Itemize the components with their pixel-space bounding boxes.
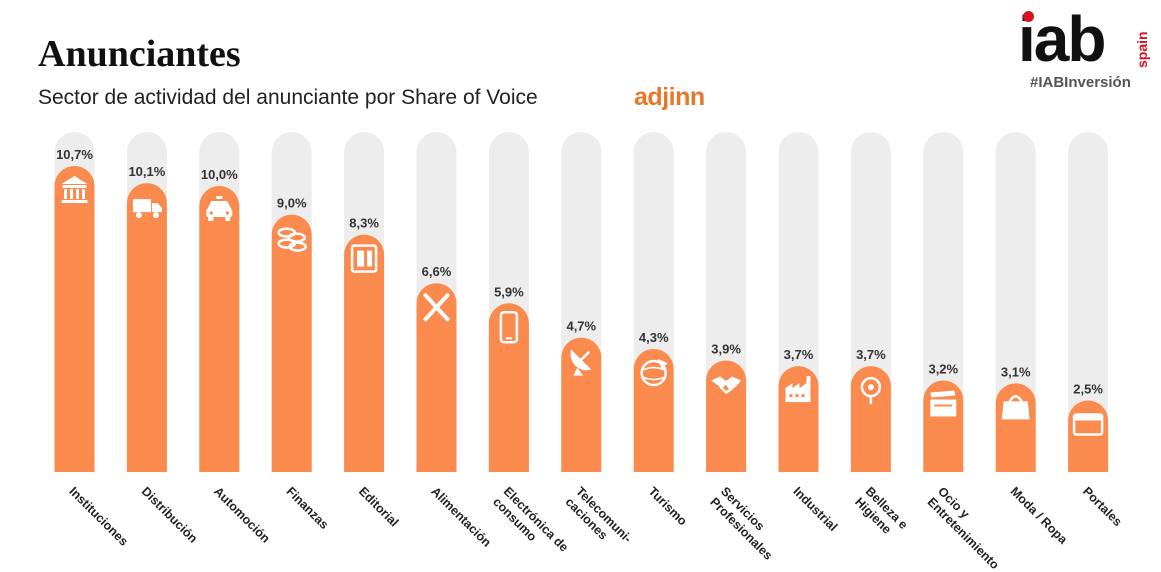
category-label: Editorial <box>356 484 401 529</box>
category-label: Portales <box>1080 484 1125 529</box>
value-label: 9,0% <box>277 196 307 211</box>
value-label: 3,9% <box>711 341 741 356</box>
value-label: 4,7% <box>566 319 596 334</box>
value-label: 8,3% <box>349 216 379 231</box>
category-label: Finanzas <box>284 484 332 532</box>
value-label: 3,7% <box>784 347 814 362</box>
category-label: Automoción <box>211 484 272 545</box>
bar <box>54 165 95 473</box>
bank-icon <box>61 175 88 203</box>
value-label: 6,6% <box>422 264 452 279</box>
satellite-dish-icon <box>570 349 592 376</box>
browser-window-icon <box>1072 413 1104 436</box>
value-label: 4,3% <box>639 330 669 345</box>
category-label: Alimentación <box>428 484 493 549</box>
category-label: Ocio yEntretenimiento <box>925 484 1013 572</box>
bar <box>344 234 385 472</box>
value-label: 2,5% <box>1073 382 1103 397</box>
bar <box>850 366 891 472</box>
value-label: 10,1% <box>128 164 165 179</box>
handshake-icon <box>711 376 742 395</box>
category-label: Belleza eHigiene <box>852 484 910 542</box>
bar <box>706 360 747 472</box>
value-label: 10,0% <box>201 167 238 182</box>
category-label: Moda / Ropa <box>1008 484 1071 547</box>
value-label: 3,1% <box>1001 364 1031 379</box>
category-label: Turismo <box>646 484 690 528</box>
truck-icon <box>132 199 162 219</box>
value-label: 3,7% <box>856 347 886 362</box>
adjinn-logo: adjinn <box>634 83 705 112</box>
bar <box>416 283 457 472</box>
adjinn-logo-right: jinn <box>662 83 705 111</box>
coins-icon <box>277 227 307 252</box>
category-label: ServiciosProfesionales <box>707 484 786 563</box>
category-label: Electrónica deconsumo <box>490 484 571 565</box>
bar <box>126 183 167 472</box>
iab-hashtag: #IABInversión <box>1030 74 1131 91</box>
category-label: Industrial <box>790 484 840 534</box>
bar <box>778 366 819 472</box>
bar <box>561 337 602 472</box>
category-label: Instituciones <box>66 484 130 548</box>
bar <box>1068 400 1109 472</box>
clapperboard-icon <box>930 390 957 417</box>
factory-icon <box>785 376 811 403</box>
value-label: 3,2% <box>928 361 958 376</box>
chart-subtitle: Sector de actividad del anunciante por S… <box>38 86 538 109</box>
category-label: Telecomuni-caciones <box>563 484 635 556</box>
smartphone-icon <box>499 311 519 344</box>
bar-track <box>1068 132 1109 472</box>
mirror-icon <box>860 376 882 405</box>
value-label: 10,7% <box>56 147 93 162</box>
bar <box>271 214 312 472</box>
iab-logo: iab spain #IABInversión <box>1018 3 1150 92</box>
bar <box>199 186 240 472</box>
value-label: 5,9% <box>494 284 524 299</box>
adjinn-logo-left: ad <box>634 83 663 111</box>
taxi-icon <box>206 196 233 221</box>
category-label: Distribución <box>139 484 200 545</box>
globe-plane-icon <box>640 359 668 387</box>
newspaper-icon <box>350 244 378 273</box>
fork-knife-icon <box>423 293 450 322</box>
page-title: Anunciantes <box>38 33 241 75</box>
handbag-icon <box>1001 395 1030 420</box>
iab-logo-dot <box>1023 11 1034 22</box>
bar <box>488 303 529 472</box>
